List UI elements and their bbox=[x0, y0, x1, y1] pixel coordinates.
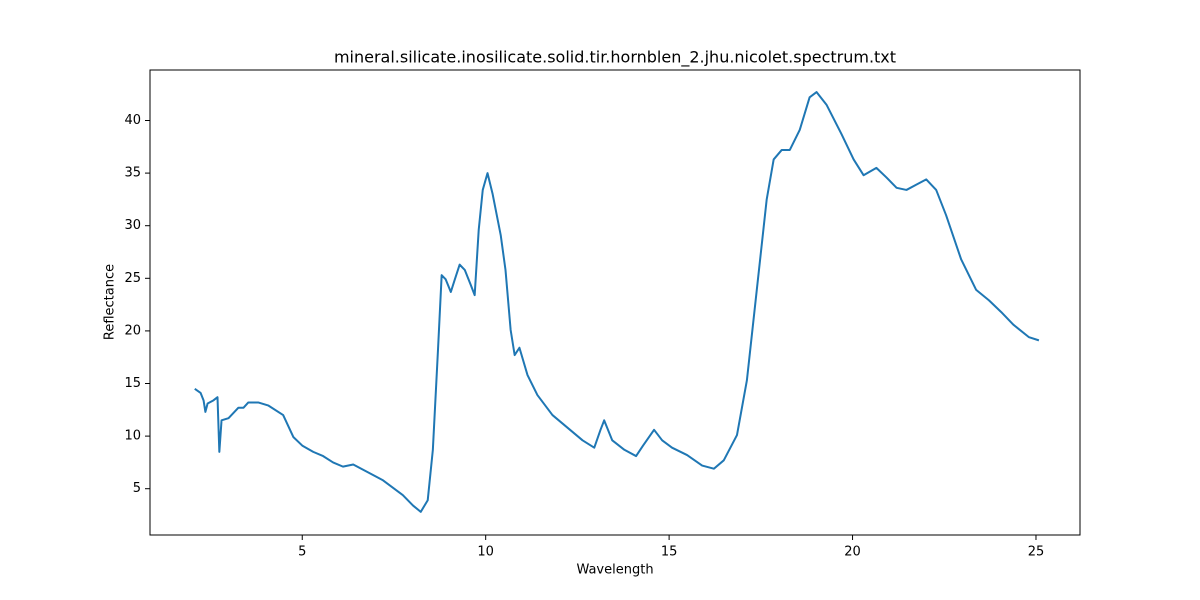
x-tick-label: 25 bbox=[1028, 545, 1045, 560]
y-tick-label: 30 bbox=[124, 218, 141, 233]
y-tick-label: 15 bbox=[124, 376, 141, 391]
x-axis-label: Wavelength bbox=[576, 563, 653, 578]
y-tick-label: 40 bbox=[124, 113, 141, 128]
y-tick-label: 5 bbox=[133, 481, 141, 496]
x-tick-label: 20 bbox=[844, 545, 861, 560]
y-tick-label: 20 bbox=[124, 323, 141, 338]
y-tick-label: 25 bbox=[124, 271, 141, 286]
x-tick-label: 15 bbox=[661, 545, 678, 560]
y-tick-label: 35 bbox=[124, 166, 141, 181]
x-tick-label: 5 bbox=[298, 545, 306, 560]
x-tick-label: 10 bbox=[477, 545, 494, 560]
spectrum-line bbox=[194, 91, 1040, 513]
plot-frame bbox=[149, 69, 1081, 536]
y-tick-label: 10 bbox=[124, 429, 141, 444]
y-axis-label: Reflectance bbox=[103, 264, 118, 340]
chart-title: mineral.silicate.inosilicate.solid.tir.h… bbox=[334, 48, 896, 68]
